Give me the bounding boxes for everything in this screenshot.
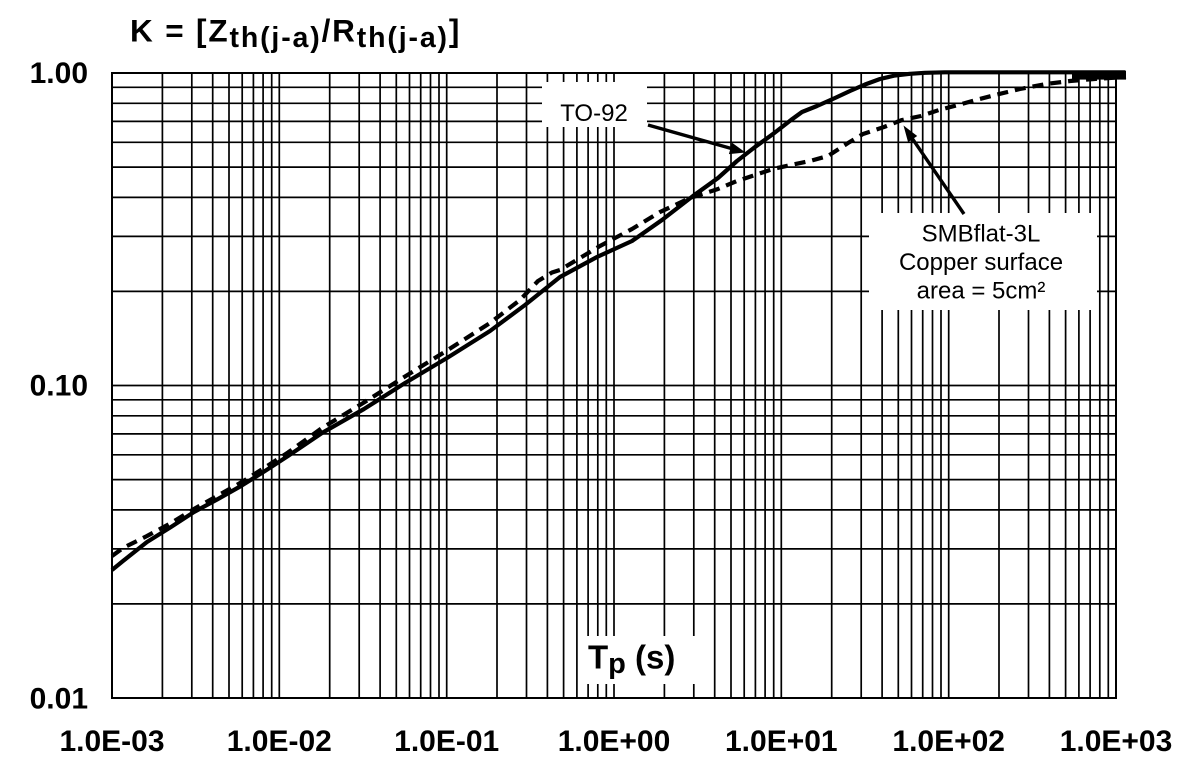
svg-text:Tp (s): Tp (s) <box>588 639 675 681</box>
svg-text:1.0E+02: 1.0E+02 <box>892 725 1005 758</box>
svg-text:1.0E-03: 1.0E-03 <box>59 725 164 758</box>
svg-text:1.0E+01: 1.0E+01 <box>725 725 838 758</box>
svg-text:Copper surface: Copper surface <box>899 249 1063 276</box>
svg-text:1.00: 1.00 <box>30 57 88 90</box>
svg-text:TO-92: TO-92 <box>560 100 628 127</box>
svg-text:1.0E+00: 1.0E+00 <box>558 725 671 758</box>
svg-text:area = 5cm²: area = 5cm² <box>917 278 1046 305</box>
svg-text:SMBflat-3L: SMBflat-3L <box>922 221 1041 248</box>
svg-text:0.01: 0.01 <box>30 683 88 716</box>
svg-text:1.0E-01: 1.0E-01 <box>394 725 499 758</box>
svg-text:1.0E+03: 1.0E+03 <box>1060 725 1173 758</box>
svg-text:1.0E-02: 1.0E-02 <box>227 725 332 758</box>
svg-text:0.10: 0.10 <box>30 370 88 403</box>
